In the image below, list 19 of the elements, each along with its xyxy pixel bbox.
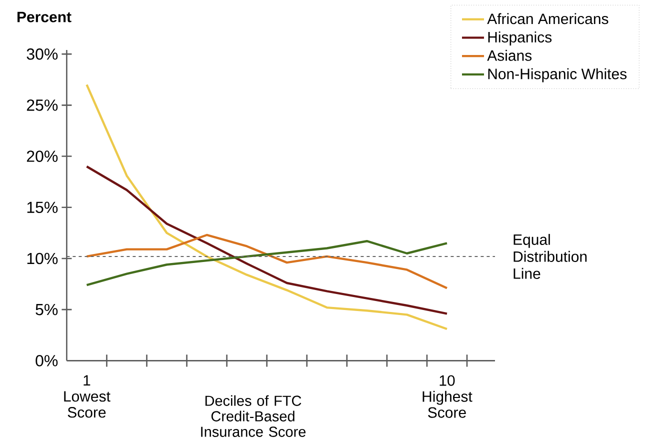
y-tick-label: 0% (36, 355, 58, 366)
ref-line-label: Equal Distribution Line (514, 234, 587, 279)
y-axis-title: Percent (18, 12, 72, 22)
line-series (86, 234, 448, 290)
y-tick-label: 10% (27, 252, 58, 264)
line-series (86, 84, 448, 330)
legend-label: Asians (487, 50, 532, 61)
y-tick-label: 25% (26, 100, 58, 111)
y-tick-label: 20% (26, 150, 58, 162)
x-tick-label: 10 Highest Score (422, 375, 472, 418)
legend-label: African Americans (487, 13, 608, 24)
y-tick-label: 15% (27, 202, 58, 214)
legend-label: Non-Hispanic Whites (488, 68, 627, 82)
legend-label: Hispanics (488, 32, 552, 46)
y-tick-label: 30% (26, 48, 58, 60)
x-tick-label: 1 Lowest Score (64, 375, 110, 418)
x-axis-title: Deciles of FTC Credit-Based Insurance Score (201, 395, 306, 437)
line-series (86, 165, 448, 315)
y-tick-label: 5% (36, 304, 58, 316)
